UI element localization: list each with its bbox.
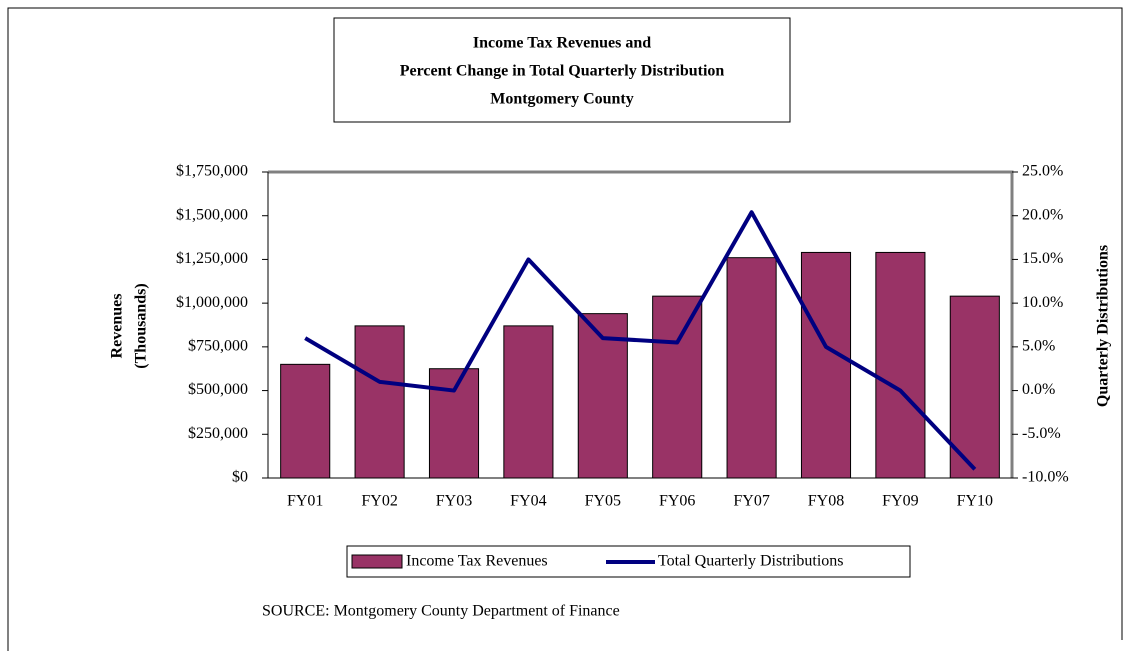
x-tick-label: FY03 [436, 493, 472, 510]
bar [354, 325, 405, 479]
y-axis-label: (Thousands) [133, 283, 150, 368]
y-tick-label: $1,000,000 [176, 294, 248, 311]
y2-tick-label: -10.0% [1022, 469, 1069, 486]
y-tick-label: $0 [232, 469, 248, 486]
bar [800, 251, 852, 479]
legend-swatch [351, 554, 403, 569]
chart-title: Income Tax Revenues and [473, 35, 651, 52]
x-tick-label: FY06 [659, 493, 695, 510]
y2-tick-label: -5.0% [1022, 425, 1061, 442]
bar [652, 295, 703, 479]
chart-title: Montgomery County [490, 91, 634, 108]
title-box [333, 17, 791, 123]
y-tick-label: $1,750,000 [176, 163, 248, 180]
x-tick-label: FY08 [808, 493, 844, 510]
x-tick-label: FY02 [361, 493, 397, 510]
x-tick-label: FY07 [733, 493, 769, 510]
y-tick-label: $500,000 [188, 381, 248, 398]
bar [875, 251, 926, 479]
bar [280, 363, 331, 479]
chart-title: Percent Change in Total Quarterly Distri… [400, 63, 725, 80]
line [304, 210, 977, 471]
x-tick-label: FY01 [287, 493, 323, 510]
legend-label: Total Quarterly Distributions [658, 553, 844, 570]
y-tick-label: $250,000 [188, 425, 248, 442]
frame [7, 7, 1123, 651]
y-axis-label: Revenues [109, 294, 126, 359]
x-tick-label: FY10 [957, 493, 993, 510]
y2-tick-label: 20.0% [1022, 206, 1063, 223]
y2-tick-label: 5.0% [1022, 338, 1055, 355]
x-tick-label: FY05 [585, 493, 621, 510]
y2-tick-label: 0.0% [1022, 381, 1055, 398]
bar [726, 257, 777, 479]
x-tick-label: FY04 [510, 493, 546, 510]
legend-label: Income Tax Revenues [406, 553, 548, 570]
y-tick-label: $1,250,000 [176, 250, 248, 267]
source-note: SOURCE: Montgomery County Department of … [262, 603, 620, 620]
y-tick-label: $1,500,000 [176, 206, 248, 223]
y-tick-label: $750,000 [188, 338, 248, 355]
bar [428, 368, 480, 479]
bar [503, 325, 554, 479]
y2-tick-label: 10.0% [1022, 294, 1063, 311]
y2-axis-label: Quarterly Distributions [1095, 245, 1112, 407]
y2-tick-label: 15.0% [1022, 250, 1063, 267]
x-tick-label: FY09 [882, 493, 918, 510]
bar [949, 295, 1000, 479]
y2-tick-label: 25.0% [1022, 163, 1063, 180]
